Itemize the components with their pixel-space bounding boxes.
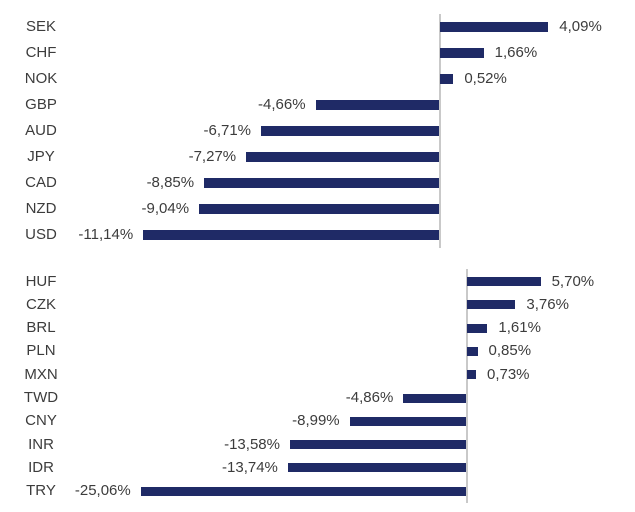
bar-sek (439, 22, 549, 32)
bar-cny (349, 416, 467, 426)
bar-gbp (315, 100, 440, 110)
category-label-gbp: GBP (25, 96, 57, 113)
top-bar-chart-zero-axis-line (438, 14, 441, 248)
category-label-huf: HUF (25, 272, 57, 290)
category-label-pln: PLN (26, 342, 56, 360)
category-label-cad: CAD (25, 174, 57, 191)
value-label-cny: -8,99% (292, 412, 340, 430)
bar-mxn (466, 370, 476, 380)
value-label-idr: -13,74% (222, 458, 278, 476)
category-label-twd: TWD (23, 389, 59, 406)
value-label-twd: -4,86% (345, 389, 394, 406)
category-label-jpy: JPY (27, 148, 55, 165)
value-label-try: -25,06% (74, 482, 131, 500)
bar-chf (439, 48, 484, 58)
category-label-mxn: MXN (24, 365, 58, 383)
bottom-bar-chart-zero-axis-line (465, 269, 468, 503)
value-label-pln: 0,85% (488, 342, 532, 360)
category-label-idr: IDR (28, 458, 54, 476)
category-label-cny: CNY (25, 412, 57, 430)
bar-brl (466, 323, 488, 333)
category-label-czk: CZK (26, 295, 56, 313)
value-label-huf: 5,70% (551, 272, 595, 290)
bar-cad (204, 178, 440, 188)
bar-try (140, 486, 467, 496)
value-label-chf: 1,66% (494, 44, 538, 61)
category-label-aud: AUD (25, 122, 57, 139)
value-label-nzd: -9,04% (141, 200, 190, 217)
value-label-mxn: 0,73% (486, 365, 530, 383)
category-label-brl: BRL (26, 319, 56, 337)
bar-pln (466, 346, 478, 356)
value-label-sek: 4,09% (559, 18, 602, 35)
category-label-nzd: NZD (25, 200, 57, 217)
category-label-try: TRY (26, 482, 56, 500)
value-label-jpy: -7,27% (188, 148, 237, 165)
bar-aud (261, 126, 440, 136)
bar-jpy (246, 152, 440, 162)
bar-czk (466, 300, 516, 310)
bar-nok (439, 74, 454, 84)
value-label-aud: -6,71% (203, 122, 252, 139)
value-label-inr: -13,58% (224, 435, 280, 453)
category-label-sek: SEK (25, 18, 56, 35)
value-label-cad: -8,85% (146, 174, 195, 191)
bar-nzd (199, 204, 440, 214)
category-label-chf: CHF (25, 44, 57, 61)
value-label-nok: 0,52% (464, 70, 507, 87)
bar-twd (403, 393, 467, 403)
category-label-nok: NOK (24, 70, 58, 87)
value-label-czk: 3,76% (526, 295, 569, 313)
bar-huf (466, 277, 541, 286)
value-label-brl: 1,61% (498, 319, 541, 337)
value-label-usd: -11,14% (78, 226, 134, 243)
bar-idr (287, 463, 467, 473)
bar-inr (289, 440, 467, 450)
value-label-gbp: -4,66% (258, 96, 306, 113)
bar-usd (143, 230, 440, 240)
category-label-usd: USD (25, 226, 57, 243)
category-label-inr: INR (28, 435, 54, 453)
